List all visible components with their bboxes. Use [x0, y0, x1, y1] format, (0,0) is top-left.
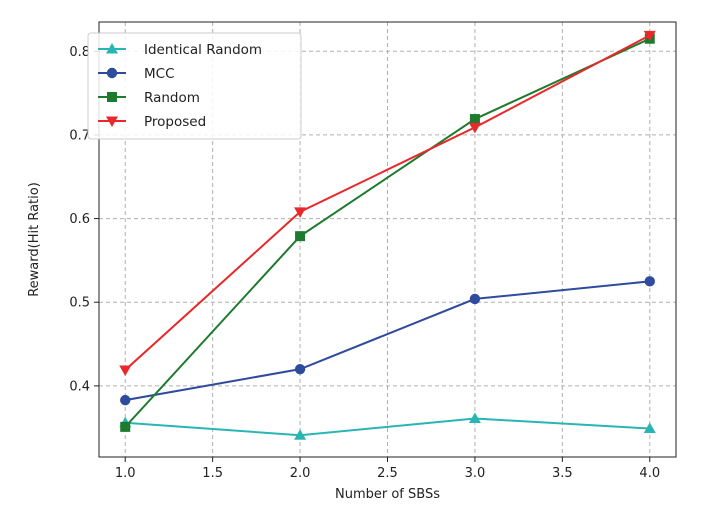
- x-tick-label: 3.0: [465, 466, 486, 481]
- series-line-random: [124, 37, 651, 428]
- legend-entry-proposed: Proposed: [98, 114, 206, 130]
- series-proposed: [119, 30, 656, 376]
- data-point-proposed: [643, 30, 656, 42]
- series-line-proposed: [124, 34, 651, 371]
- data-point-random: [295, 231, 306, 242]
- x-tick-label: 1.0: [115, 466, 136, 481]
- series-line-identical-random: [125, 417, 650, 437]
- series-mcc: [120, 276, 655, 406]
- data-point-proposed: [119, 365, 132, 376]
- grid: [99, 22, 676, 457]
- legend-label: Random: [144, 90, 200, 106]
- legend-marker: [106, 67, 118, 79]
- y-axis-title: Reward(Hit Ratio): [27, 182, 42, 297]
- data-point-identical-random: [294, 429, 307, 440]
- legend-label: MCC: [144, 66, 175, 82]
- x-tick-label: 2.5: [377, 466, 398, 481]
- data-point-proposed: [294, 207, 307, 218]
- data-point-identical-random: [468, 412, 481, 424]
- series-identical-random: [119, 412, 656, 440]
- legend-marker: [107, 92, 117, 102]
- data-point-identical-random: [643, 422, 656, 434]
- x-tick-label: 3.5: [552, 466, 573, 481]
- data-point-random: [469, 114, 480, 125]
- x-tick-label: 2.0: [290, 466, 311, 481]
- data-point-proposed: [468, 122, 481, 134]
- y-tick-label: 0.6: [69, 212, 90, 227]
- x-axis-title: Number of SBSs: [335, 487, 440, 502]
- legend-entry-random: Random: [98, 90, 200, 106]
- legend-entry-mcc: MCC: [98, 66, 175, 82]
- x-tick-label: 1.5: [202, 466, 223, 481]
- series-layer: [119, 30, 656, 440]
- legend-label: Proposed: [144, 114, 206, 130]
- legend-marker: [106, 116, 118, 127]
- y-tick-label: 0.7: [69, 128, 90, 143]
- legend: Identical Random MCC Random Proposed: [87, 32, 302, 140]
- y-tick-label: 0.5: [69, 296, 90, 311]
- x-tick-label: 4.0: [639, 466, 660, 481]
- legend-box: [87, 32, 302, 140]
- y-tick-label: 0.4: [69, 379, 90, 394]
- data-point-mcc: [469, 293, 481, 305]
- legend-entry-identical-random: Identical Random: [98, 42, 262, 58]
- legend-marker: [106, 43, 118, 54]
- y-tick-label: 0.8: [69, 45, 90, 60]
- data-point-mcc: [644, 276, 655, 287]
- data-point-mcc: [120, 394, 131, 406]
- series-line-mcc: [125, 280, 650, 402]
- data-point-mcc: [294, 363, 306, 375]
- data-point-random: [120, 421, 131, 432]
- ticks: 1.0 1.5 2.0 2.5 3.0 3.5 4.0 0.4 0.5 0.6 0.7 0.8: [69, 45, 660, 481]
- legend-label: Identical Random: [144, 42, 262, 58]
